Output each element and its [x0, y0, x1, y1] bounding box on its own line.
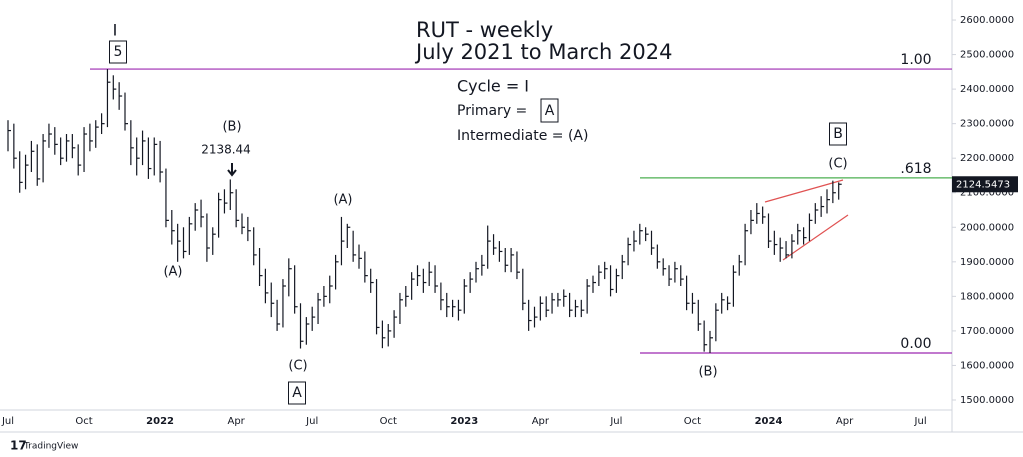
y-tick-label: 2400.0000 — [960, 84, 1014, 95]
cycle-label: Cycle = I — [457, 77, 529, 96]
primary-value: A — [545, 103, 555, 119]
y-tick-label: 1700.0000 — [960, 326, 1014, 337]
wave-label: I — [113, 21, 118, 40]
x-tick-label: Oct — [380, 416, 397, 427]
last-price-box — [952, 176, 1018, 193]
x-tick-label: Jul — [305, 416, 318, 427]
logo: 17 — [10, 439, 27, 453]
data-label: 2138.44 — [201, 143, 251, 157]
y-tick-label: 1600.0000 — [960, 360, 1014, 371]
wedge-upper — [764, 179, 844, 203]
x-tick-label: 2023 — [450, 416, 478, 427]
y-tick-label: 1800.0000 — [960, 291, 1014, 302]
wave-label: (C) — [288, 359, 307, 374]
x-tick-label: Apr — [836, 416, 854, 427]
chart-title: RUT - weekly — [416, 18, 553, 42]
x-tick-label: Apr — [532, 416, 550, 427]
x-tick-label: Jul — [914, 416, 927, 427]
primary-box — [540, 98, 559, 123]
x-tick-label: Oct — [75, 416, 92, 427]
wave-box — [288, 381, 306, 405]
intermediate-label: Intermediate = (A) — [457, 128, 588, 144]
wave-label: (C) — [828, 157, 847, 172]
y-tick-label: 2100.0000 — [960, 188, 1014, 199]
y-tick-label: 1500.0000 — [960, 395, 1014, 406]
wedge-lower — [782, 214, 849, 261]
wave-box — [109, 40, 127, 64]
wave-label: (A) — [333, 193, 352, 208]
x-tick-label: 2024 — [755, 416, 783, 427]
last-price-label: 2124.5473 — [956, 179, 1010, 190]
x-tick-label: Jul — [1, 416, 14, 427]
y-tick-label: 2300.0000 — [960, 119, 1014, 130]
x-tick-label: Oct — [684, 416, 701, 427]
wave-label: A — [292, 385, 302, 401]
primary-label: Primary = — [457, 103, 527, 119]
wave-label: (B) — [222, 120, 241, 135]
x-tick-label: 2022 — [146, 416, 174, 427]
wave-label: (B) — [698, 365, 717, 380]
y-tick-label: 1900.0000 — [960, 257, 1014, 268]
x-tick-label: Apr — [227, 416, 245, 427]
wave-label: (A) — [163, 265, 182, 280]
chart-subtitle: July 2021 to March 2024 — [414, 40, 672, 64]
y-tick-label: 2600.0000 — [960, 15, 1014, 26]
x-tick-label: Jul — [609, 416, 622, 427]
wave-label: 5 — [114, 44, 123, 60]
y-tick-label: 2500.0000 — [960, 50, 1014, 61]
arrow — [227, 163, 237, 177]
watermark: TradingView — [23, 442, 78, 452]
y-tick-label: 2000.0000 — [960, 222, 1014, 233]
level-label: 1.00 — [900, 52, 931, 68]
level-label: .618 — [900, 161, 931, 177]
y-tick-label: 2200.0000 — [960, 153, 1014, 164]
level-label: 0.00 — [900, 336, 931, 352]
wave-label: B — [833, 126, 843, 142]
wave-box — [829, 122, 847, 146]
